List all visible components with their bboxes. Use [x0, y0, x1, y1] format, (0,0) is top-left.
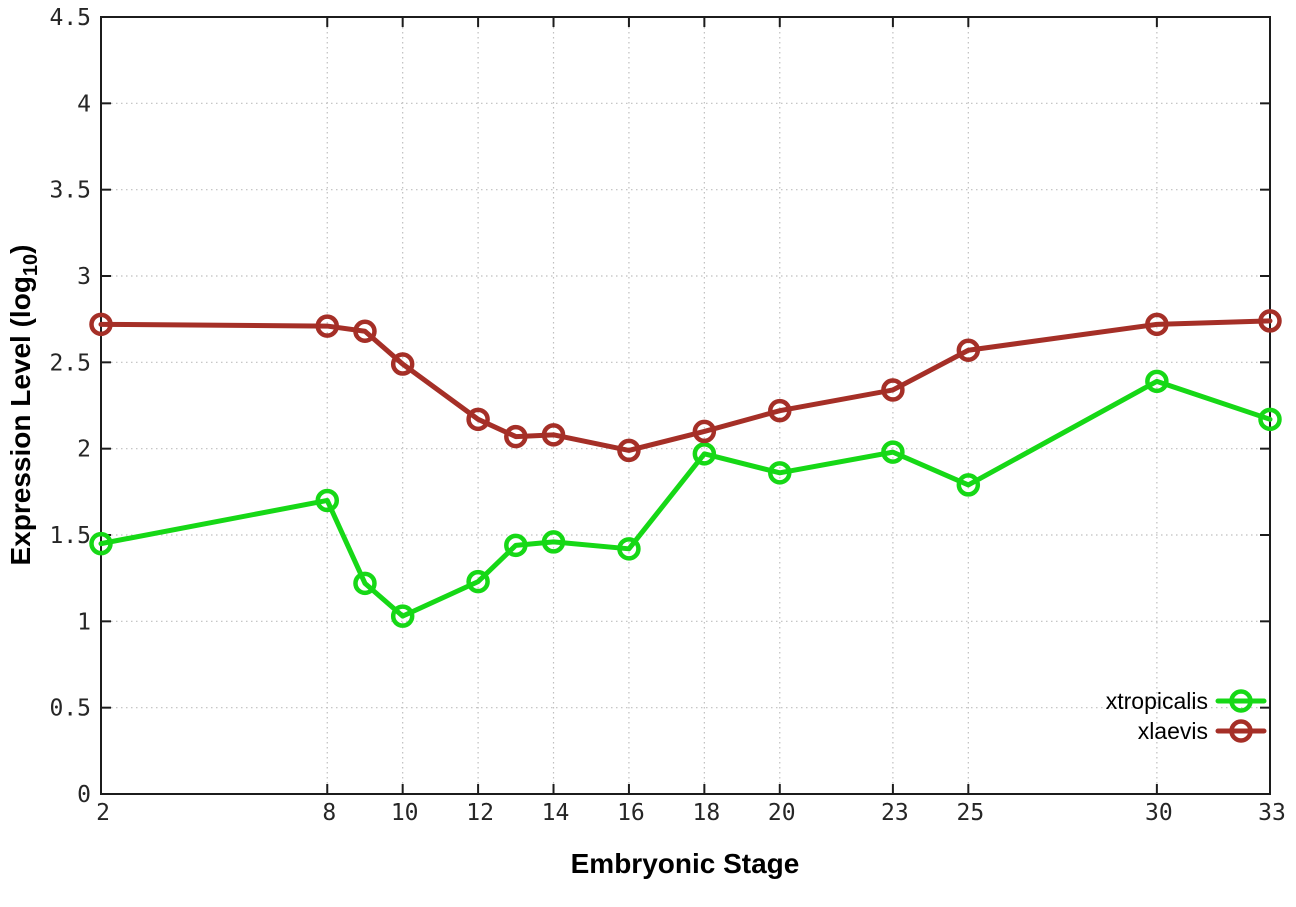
- y-tick-label: 3: [77, 264, 91, 290]
- data-point-xtropicalis: [1145, 369, 1169, 394]
- data-point-xlaevis: [1145, 312, 1169, 337]
- data-point-xtropicalis: [956, 473, 981, 497]
- x-tick-label: 20: [768, 800, 796, 826]
- tick-labels: 0 0.5 1 1.5 2 2.5 3 3.5 4 4.5 2 8 10 12 14 16 18 20 23 25 30…: [49, 5, 1285, 826]
- y-axis-title-subscript: 10: [20, 254, 42, 276]
- data-series: [89, 309, 1282, 628]
- data-point-xtropicalis: [768, 461, 792, 485]
- series-xlaevis: [89, 309, 1282, 463]
- data-point-xlaevis: [541, 423, 566, 447]
- legend: xtropicalis xlaevis: [1106, 688, 1267, 744]
- series-line-xtropicalis: [98, 378, 1273, 619]
- y-axis-title-close: ): [5, 245, 36, 254]
- data-point-xlaevis: [89, 312, 113, 337]
- data-point-xlaevis: [1258, 309, 1282, 333]
- data-point-xtropicalis: [692, 442, 717, 466]
- y-tick-label: 4.5: [49, 5, 91, 31]
- y-tick-label: 2.5: [49, 350, 91, 376]
- data-point-xlaevis: [390, 352, 415, 376]
- legend-label: xlaevis: [1138, 718, 1208, 744]
- x-tick-label: 2: [96, 800, 110, 826]
- data-point-xlaevis: [353, 319, 377, 344]
- x-tick-label: 23: [881, 800, 909, 826]
- y-tick-label: 3.5: [49, 178, 91, 204]
- x-tick-label: 12: [466, 800, 494, 826]
- data-point-xtropicalis: [617, 537, 641, 561]
- x-tick-label: 10: [391, 800, 419, 826]
- y-tick-label: 0.5: [49, 696, 91, 722]
- x-tick-label: 8: [322, 800, 336, 826]
- y-axis-title-main: Expression Level (log: [5, 276, 36, 565]
- series-line-xlaevis: [98, 318, 1273, 453]
- legend-marker-sample: [1229, 719, 1253, 743]
- legend-entry-xlaevis: xlaevis: [1138, 718, 1267, 744]
- data-point-xlaevis: [692, 419, 717, 444]
- data-point-xlaevis: [466, 407, 490, 432]
- data-point-xtropicalis: [541, 530, 566, 554]
- data-point-xlaevis: [881, 378, 905, 402]
- legend-entry-xtropicalis: xtropicalis: [1106, 688, 1267, 714]
- data-point-xlaevis: [315, 314, 340, 338]
- y-tick-label: 0: [77, 782, 91, 808]
- data-point-xtropicalis: [353, 571, 377, 596]
- data-point-xtropicalis: [315, 488, 340, 513]
- data-point-xtropicalis: [390, 604, 415, 628]
- data-point-xtropicalis: [1258, 407, 1282, 432]
- data-point-xlaevis: [768, 398, 792, 423]
- data-point-xtropicalis: [881, 440, 905, 464]
- x-tick-label: 33: [1258, 800, 1286, 826]
- series-xtropicalis: [89, 369, 1282, 628]
- data-point-xlaevis: [617, 438, 641, 463]
- x-tick-label: 30: [1145, 800, 1173, 826]
- x-tick-label: 16: [617, 800, 645, 826]
- axis-ticks: [100, 16, 1271, 795]
- x-axis-title: Embryonic Stage: [571, 848, 800, 879]
- data-point-xlaevis: [504, 424, 528, 449]
- y-tick-label: 1.5: [49, 523, 91, 549]
- x-tick-label: 25: [956, 800, 984, 826]
- y-tick-label: 4: [77, 91, 91, 117]
- data-point-xlaevis: [956, 338, 981, 362]
- gridlines: [101, 17, 1270, 794]
- data-point-xtropicalis: [504, 533, 528, 558]
- data-point-xtropicalis: [89, 531, 113, 556]
- y-tick-label: 2: [77, 437, 91, 463]
- y-axis-title: Expression Level (log10): [5, 245, 42, 566]
- x-tick-label: 18: [693, 800, 721, 826]
- legend-marker-sample: [1229, 689, 1253, 713]
- legend-label: xtropicalis: [1106, 688, 1208, 714]
- x-tick-label: 14: [542, 800, 570, 826]
- plot-border: [100, 16, 1271, 795]
- y-tick-label: 1: [77, 609, 91, 635]
- data-point-xtropicalis: [466, 569, 490, 594]
